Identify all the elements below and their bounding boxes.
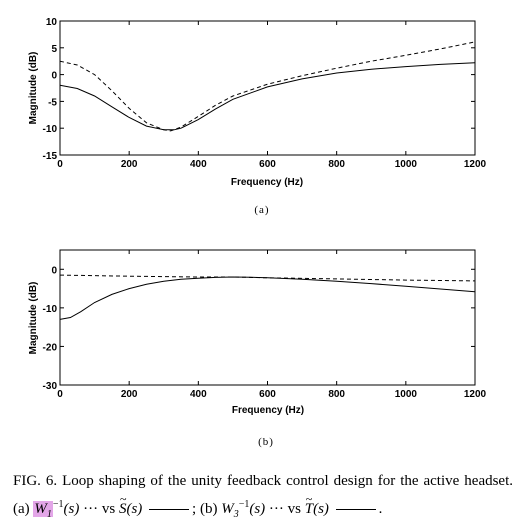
caption-T-tilde: T ~ (s) <box>304 492 329 517</box>
caption-w3-arg: (s) <box>249 501 266 517</box>
panel-a: 10 5 0 -5 -10 -15 0 200 400 600 800 1000 1200 Frequ… <box>28 17 487 216</box>
x-ticks-b: 0 200 400 600 800 1000 1200 <box>57 250 487 400</box>
x-tick-label: 200 <box>121 159 138 170</box>
y-axis-label-b: Magnitude (dB) <box>28 282 39 355</box>
caption-semicolon: ; (b) <box>192 501 218 517</box>
caption-w3: W3 <box>221 501 239 520</box>
plot-b-frame <box>59 249 476 386</box>
caption-solid-line-legend-a <box>149 509 190 511</box>
x-tick-label: 1200 <box>464 389 487 400</box>
y-tick-label: -20 <box>43 342 58 353</box>
caption-w1-arg: (s) <box>63 501 80 517</box>
x-tick-label: 400 <box>190 159 207 170</box>
caption-vs-a: ··· vs <box>83 501 116 517</box>
x-tick-label: 400 <box>190 389 207 400</box>
series-b <box>59 274 476 320</box>
figure-caption: FIG. 6. Loop shaping of the unity feedba… <box>13 470 513 526</box>
x-tick-label: 0 <box>57 159 63 170</box>
caption-w3-inverse: −1 <box>238 499 250 510</box>
caption-w1: W1 <box>33 501 53 520</box>
series-line-solid <box>59 62 476 131</box>
caption-w1-inverse: −1 <box>52 499 64 510</box>
x-tick-label: 1200 <box>464 159 487 170</box>
y-ticks-b: 0 -10 -20 -30 <box>43 265 475 392</box>
x-tick-label: 800 <box>328 159 345 170</box>
figure: 10 5 0 -5 -10 -15 0 200 400 600 800 1000 1200 Frequ… <box>28 17 487 448</box>
x-axis-label-b: Frequency (Hz) <box>232 405 304 416</box>
x-tick-label: 1000 <box>395 159 418 170</box>
y-tick-label: 5 <box>51 44 57 55</box>
y-tick-label: -5 <box>48 97 57 108</box>
x-tick-label: 1000 <box>395 389 418 400</box>
panel-label-a: (a) <box>254 204 269 216</box>
caption-end: . <box>378 501 383 517</box>
caption-S-tilde: S ~ (s) <box>118 492 143 517</box>
x-axis-label-a: Frequency (Hz) <box>231 177 303 188</box>
y-tick-label: -10 <box>43 304 58 315</box>
y-tick-label: -30 <box>43 381 58 392</box>
x-tick-label: 200 <box>121 389 138 400</box>
x-tick-label: 600 <box>259 389 276 400</box>
series-a <box>59 41 476 132</box>
x-tick-label: 600 <box>259 159 276 170</box>
caption-solid-line-legend-b <box>335 509 376 511</box>
caption-text: Loop shaping of the unity feedback contr… <box>13 473 514 517</box>
y-tick-label: 0 <box>51 265 57 276</box>
y-tick-label: -10 <box>43 124 58 135</box>
y-axis-label-a: Magnitude (dB) <box>28 52 39 125</box>
y-ticks-a: 10 5 0 -5 -10 -15 <box>43 17 475 162</box>
y-tick-label: 10 <box>46 17 58 28</box>
y-tick-label: -15 <box>43 151 58 162</box>
caption-vs-b: ··· vs <box>268 501 301 517</box>
x-tick-label: 0 <box>57 389 63 400</box>
panel-label-b: (b) <box>258 436 274 448</box>
panel-b: 0 -10 -20 -30 0 200 400 600 800 1000 1200 Frequen… <box>28 249 487 448</box>
caption-fig-label: FIG. 6. <box>13 473 58 489</box>
plot-a-frame <box>59 20 476 156</box>
x-ticks-a: 0 200 400 600 800 1000 1200 <box>57 21 487 170</box>
x-tick-label: 800 <box>328 389 345 400</box>
y-tick-label: 0 <box>51 71 57 82</box>
series-line-solid <box>59 276 476 320</box>
